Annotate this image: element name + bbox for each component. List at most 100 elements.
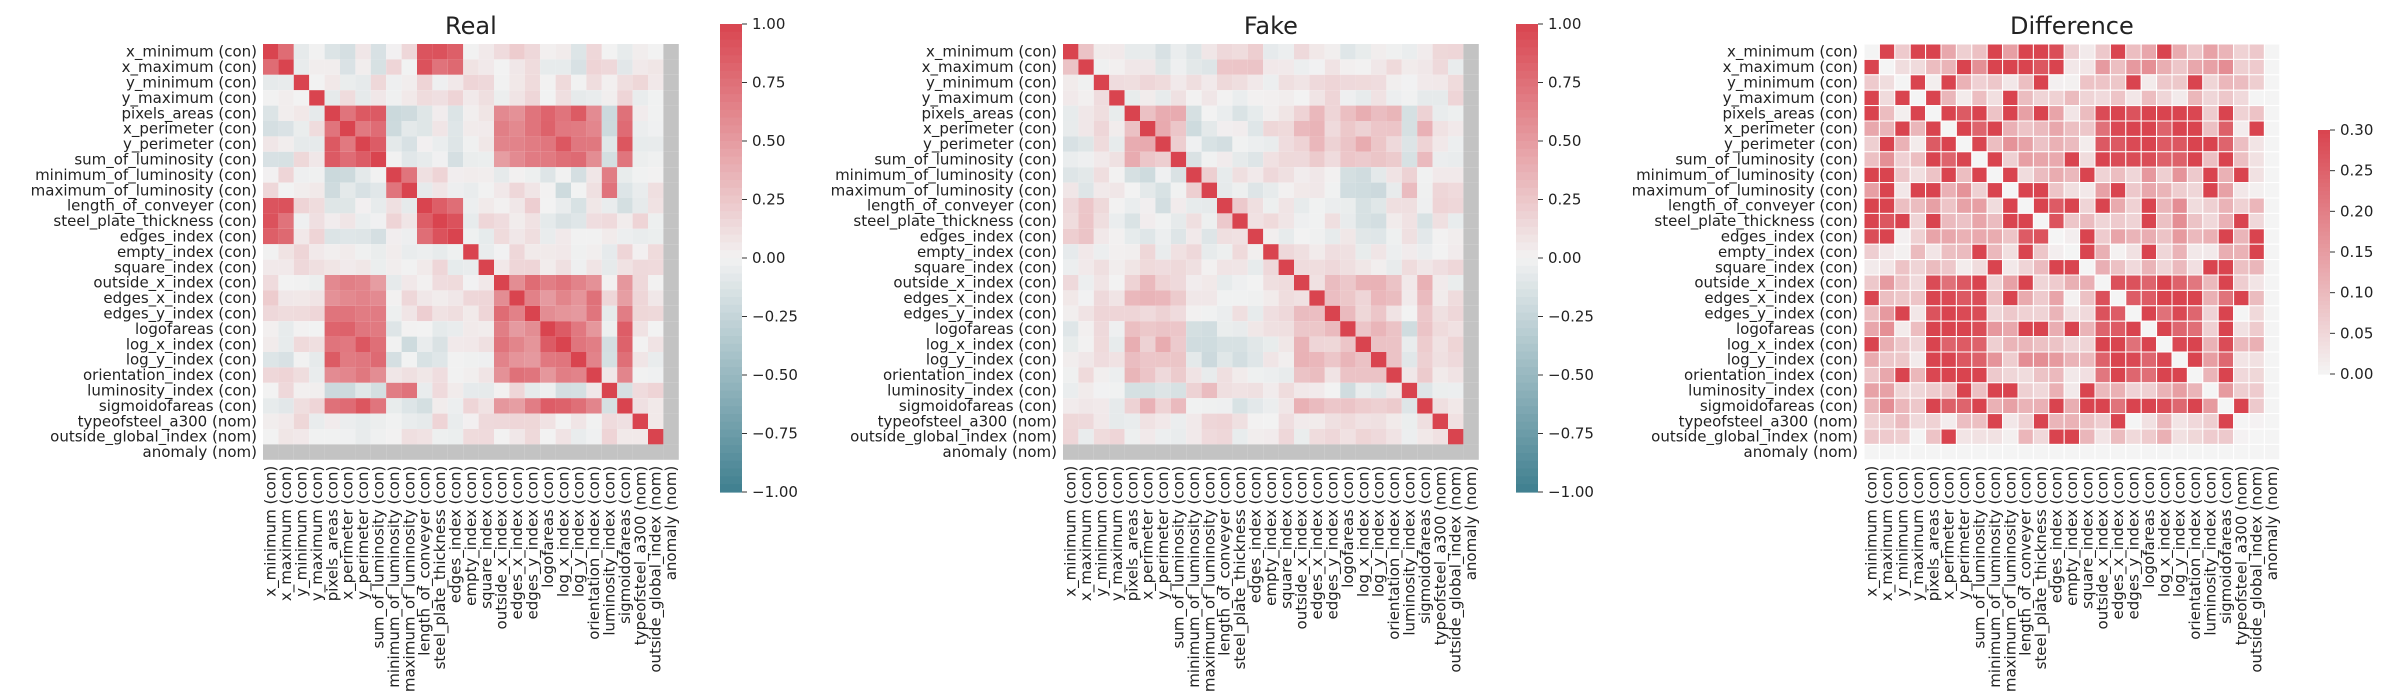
heatmap-cell: [1201, 136, 1217, 152]
heatmap-cell: [586, 275, 602, 291]
heatmap-cell: [386, 213, 402, 229]
heatmap-cell: [1448, 290, 1464, 306]
heatmap-cell: [2140, 166, 2158, 184]
heatmap-cell: [263, 167, 279, 183]
heatmap-cell: [355, 167, 371, 183]
heatmap-cell: [1232, 105, 1248, 121]
heatmap-cell: [293, 290, 310, 306]
x-tick-label: maximum_of_luminosity (con): [1200, 466, 1219, 692]
colorbar-segment: [1516, 148, 1538, 158]
heatmap-cell: [386, 74, 402, 91]
heatmap-cell: [370, 352, 387, 368]
heatmap-cell: [2156, 182, 2173, 199]
heatmap-cell: [2186, 382, 2204, 399]
heatmap-cell: [1401, 444, 1418, 460]
heatmap-cell: [1340, 136, 1356, 152]
heatmap-cell: [1401, 182, 1418, 198]
heatmap-cell: [293, 305, 310, 322]
heatmap-cell: [1432, 182, 1448, 198]
heatmap-cell: [355, 182, 371, 198]
heatmap-cell: [463, 429, 479, 445]
heatmap-cell: [648, 382, 664, 399]
heatmap-cell: [1925, 351, 1942, 368]
heatmap-cell: [1278, 244, 1294, 260]
heatmap-cell: [617, 151, 633, 168]
heatmap-cell: [648, 413, 664, 429]
heatmap-cell: [1940, 397, 1957, 415]
heatmap-cell: [1386, 336, 1402, 352]
heatmap-cell: [601, 90, 618, 106]
heatmap-cell: [2171, 336, 2188, 353]
colorbar-segment: [1516, 273, 1538, 282]
heatmap-cell: [1324, 413, 1341, 429]
heatmap-cell: [1371, 90, 1387, 106]
heatmap-cell: [1371, 121, 1387, 137]
heatmap-cell: [2125, 212, 2142, 230]
heatmap-cell: [1093, 151, 1110, 168]
heatmap-cell: [2248, 274, 2265, 291]
y-tick-label: sigmoidofareas (con): [899, 397, 1057, 415]
heatmap-cell: [1463, 367, 1479, 383]
heatmap-cell: [324, 167, 340, 183]
heatmap-cell: [1386, 352, 1402, 368]
heatmap-cell: [2186, 413, 2204, 430]
heatmap-cell: [293, 198, 310, 214]
heatmap-cell: [447, 367, 464, 383]
heatmap-cell: [1340, 44, 1356, 60]
heatmap-cell: [555, 336, 571, 352]
colorbar-segment: [2318, 178, 2330, 184]
heatmap-cell: [2233, 197, 2250, 214]
colorbar-segment: [2318, 272, 2330, 277]
heatmap-cell: [1093, 74, 1110, 91]
heatmap-cell: [1432, 90, 1448, 106]
heatmap-cell: [370, 74, 387, 91]
heatmap-cell: [355, 74, 371, 91]
heatmap-cell: [555, 275, 571, 291]
heatmap-cell: [1232, 336, 1248, 352]
heatmap-cell: [1925, 382, 1942, 399]
colorbar-segment: [2318, 211, 2330, 216]
heatmap-cell: [309, 228, 325, 245]
heatmap-cell: [2217, 197, 2235, 214]
heatmap-cell: [432, 167, 448, 183]
heatmap-cell: [309, 259, 325, 275]
heatmap-cell: [1232, 275, 1248, 291]
heatmap-cell: [1448, 336, 1464, 352]
heatmap-cell: [648, 352, 664, 368]
heatmap-cell: [1448, 275, 1464, 291]
heatmap-cell: [1340, 275, 1356, 291]
heatmap-cell: [1217, 336, 1233, 352]
heatmap-cell: [1909, 274, 1927, 291]
colorbar-segment: [2318, 296, 2330, 302]
heatmap-cell: [1063, 136, 1079, 152]
heatmap-cell: [2140, 336, 2158, 353]
heatmap-cell: [1063, 413, 1079, 429]
heatmap-cell: [601, 121, 618, 137]
heatmap-cell: [478, 413, 494, 429]
heatmap-cell: [1463, 244, 1479, 260]
heatmap-cell: [2109, 58, 2127, 76]
heatmap-cell: [1093, 413, 1110, 429]
heatmap-cell: [1925, 166, 1942, 184]
heatmap-cell: [2109, 120, 2127, 137]
heatmap-cell: [2063, 413, 2081, 430]
heatmap-cell: [1909, 105, 1927, 122]
heatmap-cell: [663, 336, 679, 352]
heatmap-cell: [355, 136, 371, 152]
heatmap-cell: [2263, 151, 2281, 168]
heatmap-cell: [2048, 228, 2065, 245]
x-tick-label: typeofsteel_a300 (nom): [2232, 466, 2251, 645]
heatmap-cell: [494, 74, 510, 91]
heatmap-cell: [617, 382, 633, 399]
heatmap-cell: [1863, 428, 1880, 445]
colorbar-segment: [2318, 268, 2330, 273]
heatmap-cell: [1170, 336, 1187, 352]
heatmap-cell: [1217, 244, 1233, 260]
heatmap-cell: [447, 398, 464, 414]
heatmap-cell: [540, 182, 556, 198]
heatmap-cell: [1170, 121, 1187, 137]
heatmap-cell: [2248, 397, 2265, 415]
heatmap-cell: [1294, 336, 1310, 352]
heatmap-cell: [1294, 151, 1310, 168]
heatmap-cell: [1355, 182, 1371, 198]
